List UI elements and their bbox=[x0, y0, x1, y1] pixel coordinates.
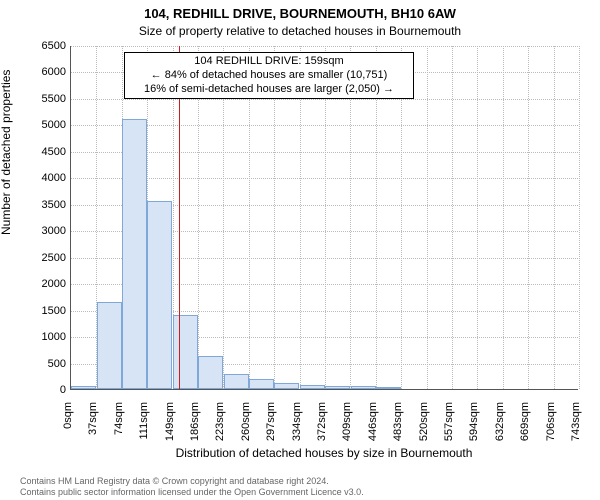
x-tick-label: 520sqm bbox=[418, 402, 430, 450]
y-tick-label: 6500 bbox=[28, 40, 66, 52]
y-tick-label: 1000 bbox=[28, 331, 66, 343]
grid-line-v bbox=[579, 46, 580, 389]
x-tick-label: 669sqm bbox=[519, 402, 531, 450]
x-tick-label: 483sqm bbox=[392, 402, 404, 450]
histogram-bar bbox=[351, 386, 376, 389]
y-tick-label: 4000 bbox=[28, 172, 66, 184]
histogram-bar bbox=[376, 387, 401, 389]
y-tick-label: 3000 bbox=[28, 225, 66, 237]
y-tick-label: 5000 bbox=[28, 119, 66, 131]
x-tick-label: 186sqm bbox=[189, 402, 201, 450]
histogram-bar bbox=[249, 379, 274, 389]
chart-title-line1: 104, REDHILL DRIVE, BOURNEMOUTH, BH10 6A… bbox=[0, 6, 600, 21]
chart-container: 104, REDHILL DRIVE, BOURNEMOUTH, BH10 6A… bbox=[0, 0, 600, 500]
histogram-bar bbox=[274, 383, 299, 389]
histogram-bar bbox=[122, 119, 147, 389]
x-tick-label: 557sqm bbox=[443, 402, 455, 450]
y-tick-label: 4500 bbox=[28, 146, 66, 158]
y-tick-label: 2000 bbox=[28, 278, 66, 290]
y-axis-title: Number of detached properties bbox=[0, 215, 13, 235]
grid-line-v bbox=[427, 46, 428, 389]
grid-line-v bbox=[477, 46, 478, 389]
histogram-bar bbox=[224, 374, 249, 389]
grid-line-v bbox=[452, 46, 453, 389]
annotation-line: ← 84% of detached houses are smaller (10… bbox=[129, 69, 409, 83]
x-tick-label: 409sqm bbox=[341, 402, 353, 450]
footer-attribution: Contains HM Land Registry data © Crown c… bbox=[20, 476, 364, 498]
x-tick-label: 706sqm bbox=[545, 402, 557, 450]
annotation-box: 104 REDHILL DRIVE: 159sqm ← 84% of detac… bbox=[124, 52, 414, 99]
x-tick-label: 334sqm bbox=[291, 402, 303, 450]
footer-line: Contains HM Land Registry data © Crown c… bbox=[20, 476, 364, 487]
y-tick-label: 500 bbox=[28, 358, 66, 370]
x-tick-label: 372sqm bbox=[316, 402, 328, 450]
y-tick-label: 3500 bbox=[28, 199, 66, 211]
x-tick-label: 223sqm bbox=[214, 402, 226, 450]
histogram-bar bbox=[300, 385, 325, 389]
x-tick-label: 74sqm bbox=[113, 402, 125, 450]
histogram-bar bbox=[325, 386, 350, 389]
annotation-line: 16% of semi-detached houses are larger (… bbox=[129, 83, 409, 97]
grid-line-v bbox=[528, 46, 529, 389]
x-tick-label: 297sqm bbox=[265, 402, 277, 450]
histogram-bar bbox=[147, 201, 172, 389]
x-tick-label: 111sqm bbox=[138, 402, 150, 450]
x-tick-label: 0sqm bbox=[62, 402, 74, 450]
histogram-bar bbox=[198, 356, 223, 389]
histogram-bar bbox=[71, 386, 96, 389]
x-tick-label: 37sqm bbox=[87, 402, 99, 450]
y-tick-label: 2500 bbox=[28, 252, 66, 264]
x-tick-label: 632sqm bbox=[494, 402, 506, 450]
x-tick-label: 743sqm bbox=[570, 402, 582, 450]
y-tick-label: 6000 bbox=[28, 66, 66, 78]
histogram-bar bbox=[173, 315, 198, 389]
chart-title-line2: Size of property relative to detached ho… bbox=[0, 24, 600, 38]
x-tick-label: 594sqm bbox=[468, 402, 480, 450]
footer-line: Contains public sector information licen… bbox=[20, 487, 364, 498]
x-tick-label: 149sqm bbox=[164, 402, 176, 450]
y-tick-label: 1500 bbox=[28, 305, 66, 317]
grid-line-v bbox=[554, 46, 555, 389]
y-tick-label: 5500 bbox=[28, 93, 66, 105]
histogram-bar bbox=[97, 302, 122, 389]
annotation-line: 104 REDHILL DRIVE: 159sqm bbox=[129, 55, 409, 69]
grid-line-v bbox=[503, 46, 504, 389]
x-tick-label: 446sqm bbox=[367, 402, 379, 450]
y-tick-label: 0 bbox=[28, 384, 66, 396]
x-tick-label: 260sqm bbox=[240, 402, 252, 450]
